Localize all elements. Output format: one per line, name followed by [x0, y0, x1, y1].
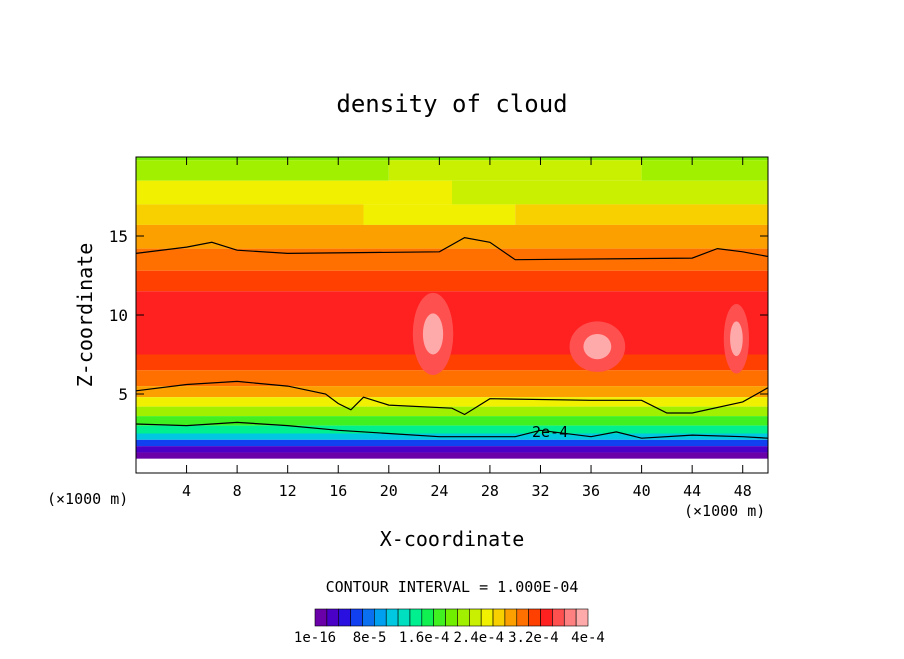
- colorbar: [314, 608, 589, 627]
- x-tick-label: 36: [582, 482, 600, 500]
- colorbar-swatch: [504, 608, 518, 627]
- field-band: [136, 270, 768, 292]
- colorbar-swatch: [575, 608, 589, 627]
- contour-line: [136, 236, 768, 261]
- field-band: [136, 397, 768, 407]
- colorbar-label: 1e-16: [294, 630, 336, 646]
- field-band: [136, 370, 768, 387]
- field-band: [136, 157, 768, 161]
- y-axis-ticks: 5 10 15: [109, 227, 768, 404]
- field-band: [136, 446, 768, 453]
- contour-line: [136, 421, 768, 439]
- contour-interval: CONTOUR INTERVAL = 1.000E-04: [326, 578, 579, 596]
- colorbar-swatch: [480, 608, 494, 627]
- x-tick-label: 44: [683, 482, 701, 500]
- x-tick-label: 24: [430, 482, 448, 500]
- field-maximum-core: [422, 313, 444, 355]
- y-tick-label: 15: [109, 227, 128, 246]
- x-tick-label: 32: [531, 482, 549, 500]
- colorbar-swatch: [314, 608, 328, 627]
- x-tick-label: 8: [233, 482, 242, 500]
- colorbar-labels: 1e-16 8e-5 1.6e-4 2.4e-4 3.2e-4 4e-4: [294, 630, 605, 646]
- colorbar-swatch: [563, 608, 577, 627]
- x-tick-label: 12: [279, 482, 297, 500]
- contour-label: 2e-4: [532, 423, 568, 441]
- colorbar-swatch: [457, 608, 470, 627]
- field-band: [388, 160, 642, 181]
- field-band: [136, 439, 768, 447]
- field-band: [136, 354, 768, 371]
- x-unit-right: (×1000 m): [684, 502, 765, 520]
- field-band: [136, 248, 768, 271]
- field-bottom: [136, 458, 768, 473]
- colorbar-swatch: [552, 608, 565, 627]
- field-band: [136, 386, 768, 398]
- x-tick-label: 16: [329, 482, 347, 500]
- y-tick-label: 5: [118, 385, 128, 404]
- x-tick-label: 4: [182, 482, 191, 500]
- field-band: [136, 406, 768, 417]
- x-tick-label: 20: [380, 482, 398, 500]
- field-band: [363, 204, 516, 225]
- colorbar-swatch: [409, 608, 423, 627]
- colorbar-swatch: [362, 608, 375, 627]
- contour-line: [136, 380, 768, 416]
- field-band: [452, 180, 768, 205]
- colorbar-swatch: [374, 608, 387, 627]
- contour-lines: [136, 236, 768, 439]
- field-band: [136, 180, 452, 205]
- colorbar-label: 4e-4: [571, 630, 605, 646]
- colorbar-swatch: [469, 608, 482, 627]
- field-band: [136, 224, 768, 249]
- colorbar-swatch: [338, 608, 351, 627]
- x-axis-label: X-coordinate: [380, 527, 525, 551]
- field-band: [136, 452, 768, 459]
- chart-title: density of cloud: [336, 90, 567, 118]
- x-unit-left: (×1000 m): [47, 490, 128, 508]
- colorbar-label: 2.4e-4: [454, 630, 505, 646]
- colorbar-label: 8e-5: [353, 630, 387, 646]
- field-band: [136, 160, 389, 181]
- colorbar-swatch: [397, 608, 411, 627]
- colorbar-swatch: [516, 608, 529, 627]
- x-tick-label: 40: [633, 482, 651, 500]
- colorbar-swatch: [350, 608, 363, 627]
- colorbar-label: 3.2e-4: [508, 630, 559, 646]
- colorbar-swatch: [385, 608, 399, 627]
- field-band: [136, 425, 768, 434]
- colorbar-label: 1.6e-4: [399, 630, 450, 646]
- x-axis-ticks: 4 8 12 16 20 24 28 32 36 40 44 48: [182, 157, 752, 500]
- colorbar-swatch: [492, 608, 506, 627]
- colorbar-swatch: [433, 608, 446, 627]
- field-band: [641, 160, 768, 181]
- density-field: [136, 157, 768, 473]
- colorbar-swatch: [326, 608, 340, 627]
- field-maximum-core: [583, 333, 612, 360]
- field-band: [515, 204, 768, 225]
- colorbar-swatch: [528, 608, 541, 627]
- field-band: [136, 416, 768, 426]
- x-tick-label: 48: [734, 482, 752, 500]
- colorbar-swatch: [445, 608, 458, 627]
- x-tick-label: 28: [481, 482, 499, 500]
- y-tick-label: 10: [109, 306, 128, 325]
- field-band: [136, 204, 364, 225]
- y-axis-label: Z-coordinate: [73, 243, 97, 388]
- colorbar-swatch: [540, 608, 553, 627]
- colorbar-swatch: [421, 608, 434, 627]
- field-maximum-core: [730, 321, 743, 357]
